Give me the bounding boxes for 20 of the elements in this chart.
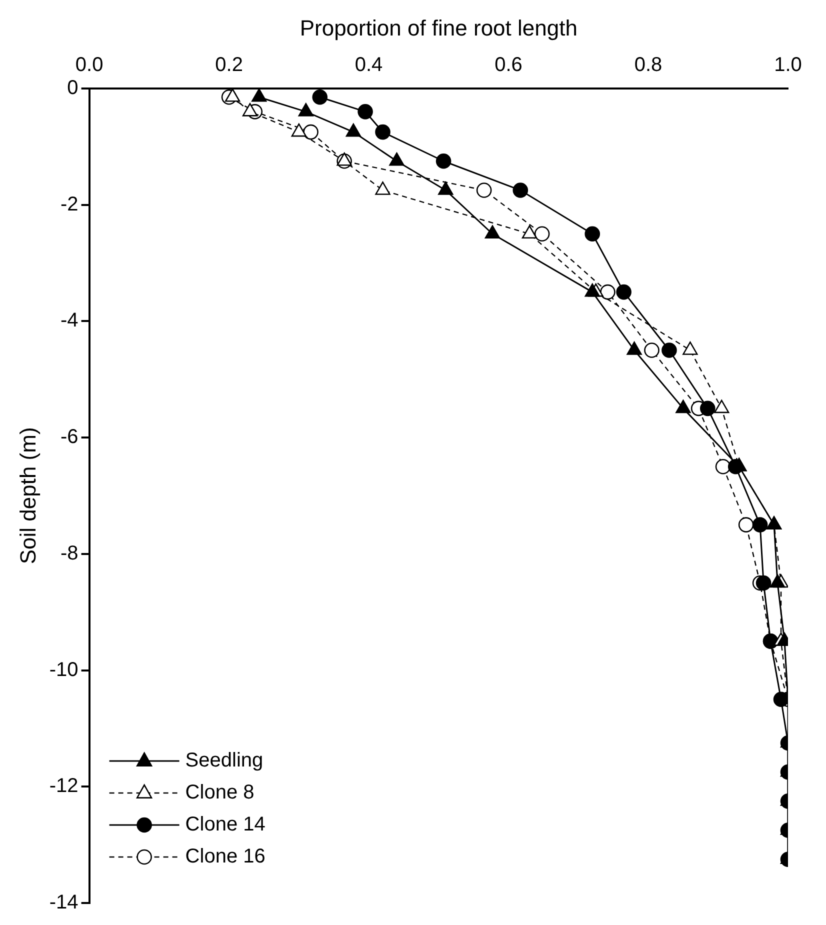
- legend-label: Seedling: [185, 750, 264, 772]
- x-axis-title: Proportion of fine root length: [300, 15, 578, 40]
- legend-label: Clone 14: [185, 814, 266, 836]
- y-tick-label: 0: [67, 76, 78, 99]
- x-tick-label: 0.0: [75, 54, 104, 76]
- x-tick-label: 1.0: [774, 54, 802, 76]
- x-tick-label: 0.2: [215, 54, 243, 76]
- y-tick-label: -2: [60, 193, 78, 216]
- y-tick-label: -12: [49, 775, 78, 798]
- legend-label: Clone 8: [185, 782, 254, 804]
- legend-label: Clone 16: [185, 846, 266, 868]
- x-tick-label: 0.8: [634, 54, 662, 76]
- x-tick-label: 0.4: [354, 54, 383, 76]
- x-tick-label: 0.6: [494, 54, 522, 76]
- y-tick-label: -4: [60, 310, 78, 332]
- y-tick-label: -8: [60, 542, 78, 564]
- y-tick-label: -6: [60, 426, 78, 448]
- y-tick-label: -10: [49, 658, 78, 681]
- y-tick-label: -14: [49, 892, 78, 914]
- y-axis-title: Soil depth (m): [15, 427, 40, 564]
